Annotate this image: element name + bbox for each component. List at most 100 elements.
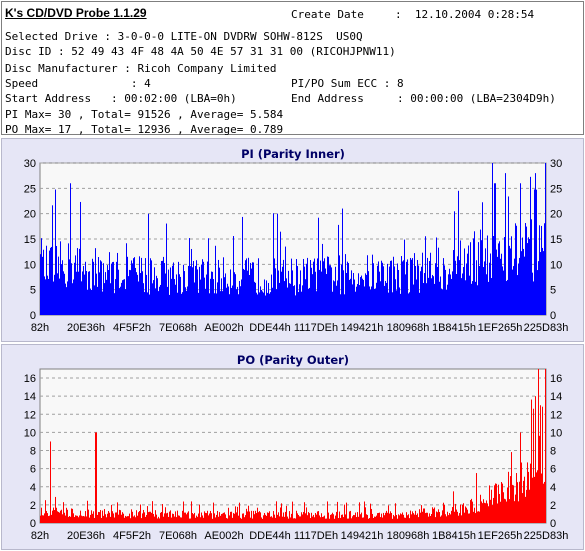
po-bar xyxy=(185,512,186,523)
po-bar xyxy=(279,516,280,523)
po-bar xyxy=(226,517,227,523)
po-bar xyxy=(224,512,225,523)
pi-bar xyxy=(505,173,506,315)
pi-bar xyxy=(265,295,266,315)
po-bar xyxy=(332,512,333,523)
po-bar xyxy=(106,517,107,523)
pi-bar xyxy=(207,261,208,315)
pi-bar xyxy=(202,259,203,315)
pi-bar xyxy=(181,293,182,315)
po-bar xyxy=(538,369,539,523)
pi-bar xyxy=(278,270,279,315)
pi-bar xyxy=(368,271,369,315)
po-bar xyxy=(175,511,176,523)
pi-bar xyxy=(165,273,166,315)
pi-bar xyxy=(428,277,429,315)
po-bar xyxy=(352,516,353,523)
po-bar xyxy=(167,512,168,523)
po-bar xyxy=(217,510,218,523)
po-bar xyxy=(260,512,261,523)
po-bar xyxy=(91,510,92,523)
pi-bar xyxy=(463,266,464,315)
pi-bar xyxy=(290,283,291,315)
po-bar xyxy=(101,517,102,523)
po-bar xyxy=(131,509,132,523)
pi-bar xyxy=(378,261,379,315)
pi-bar xyxy=(527,243,528,315)
pi-bar xyxy=(43,249,44,315)
po-bar xyxy=(254,514,255,523)
po-y-tick-right: 2 xyxy=(550,500,556,512)
po-stats-line: PO Max= 17 , Total= 12936 , Average= 0.7… xyxy=(5,123,284,136)
pi-bar xyxy=(537,270,538,315)
pi-bar xyxy=(467,253,468,315)
po-bar xyxy=(80,510,81,523)
pi-bar xyxy=(60,241,61,315)
pi-bar xyxy=(353,273,354,315)
po-bar xyxy=(274,514,275,523)
pi-bar xyxy=(335,266,336,315)
pi-bar xyxy=(231,287,232,315)
pi-bar xyxy=(457,256,458,315)
pi-bar xyxy=(100,260,101,315)
po-bar xyxy=(321,513,322,523)
pi-bar xyxy=(325,268,326,315)
pi-bar xyxy=(182,292,183,315)
po-bar xyxy=(355,512,356,523)
pi-bar xyxy=(210,278,211,315)
po-bar xyxy=(227,518,228,523)
po-bar xyxy=(111,504,112,523)
po-bar xyxy=(143,509,144,523)
po-bar xyxy=(241,518,242,523)
pi-bar xyxy=(232,285,233,315)
po-bar xyxy=(133,516,134,523)
po-bar xyxy=(236,512,237,523)
po-x-tick-label: 4F5F2h xyxy=(113,530,151,542)
po-bar xyxy=(306,507,307,523)
pi-bar xyxy=(50,247,51,315)
pi-bar xyxy=(85,261,86,315)
pi-bar xyxy=(445,269,446,315)
pi-bar xyxy=(185,287,186,315)
pi-bar xyxy=(478,242,479,315)
pi-y-tick-right: 20 xyxy=(550,209,562,221)
po-bar xyxy=(361,512,362,523)
po-bar xyxy=(467,509,468,523)
pi-bar xyxy=(312,274,313,315)
po-bar xyxy=(377,513,378,523)
pi-bar xyxy=(132,263,133,315)
pi-chart-title: PI (Parity Inner) xyxy=(241,147,345,161)
po-bar xyxy=(90,514,91,523)
pi-bar xyxy=(275,268,276,315)
po-bar xyxy=(316,514,317,523)
po-bar xyxy=(114,517,115,523)
po-bar xyxy=(81,515,82,523)
po-bar xyxy=(86,516,87,523)
po-bar xyxy=(512,484,513,523)
po-bar xyxy=(487,503,488,523)
pi-bar xyxy=(248,257,249,315)
pi-bar xyxy=(510,248,511,315)
po-bar xyxy=(56,507,57,523)
pi-bar xyxy=(280,231,281,315)
pi-bar xyxy=(341,264,342,315)
pi-bar xyxy=(464,248,465,315)
po-bar xyxy=(493,497,494,523)
po-y-tick-right: 12 xyxy=(550,409,562,421)
pi-bar xyxy=(144,292,145,315)
po-bar xyxy=(337,501,338,523)
pi-bar xyxy=(526,226,527,315)
po-bar xyxy=(384,515,385,523)
po-bar xyxy=(173,514,174,523)
pi-bar xyxy=(186,290,187,315)
po-bar xyxy=(189,518,190,523)
pi-bar xyxy=(190,266,191,315)
pi-bar xyxy=(466,263,467,315)
po-bar xyxy=(388,505,389,523)
pi-bar xyxy=(484,261,485,315)
pi-bar xyxy=(256,292,257,315)
po-bar xyxy=(318,511,319,523)
pi-bar xyxy=(124,279,125,315)
pi-bar xyxy=(448,274,449,315)
po-bar xyxy=(216,514,217,523)
